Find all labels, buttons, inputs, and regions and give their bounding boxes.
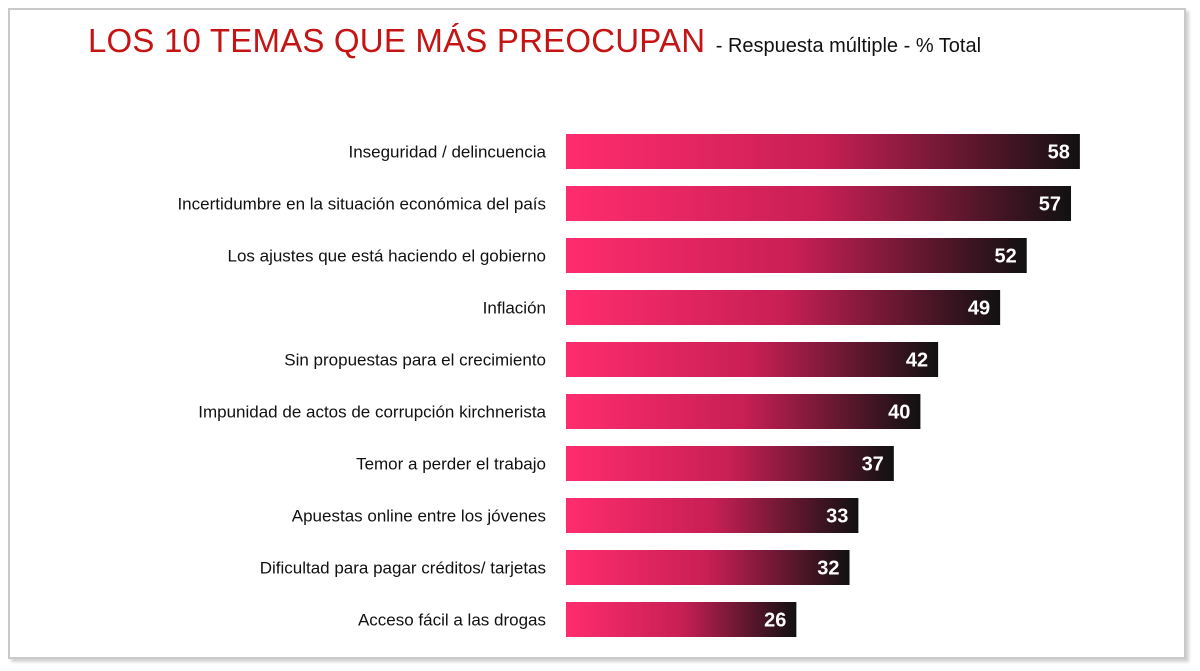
data-label: 26	[764, 610, 786, 632]
category-label: Dificultad para pagar créditos/ tarjetas	[260, 559, 546, 578]
category-label: Impunidad de actos de corrupción kirchne…	[198, 403, 546, 422]
category-label: Incertidumbre en la situación económica …	[177, 195, 546, 214]
data-label: 58	[1048, 142, 1070, 164]
category-label: Inflación	[483, 299, 546, 318]
category-label: Inseguridad / delincuencia	[348, 143, 546, 162]
chart-title: LOS 10 TEMAS QUE MÁS PREOCUPAN	[88, 22, 706, 59]
data-label: 33	[826, 506, 848, 528]
bar-7	[566, 446, 894, 481]
bar-6	[566, 394, 921, 429]
category-label: Temor a perder el trabajo	[356, 455, 546, 474]
data-label: 37	[862, 454, 884, 476]
data-label: 42	[906, 350, 928, 372]
bar-1	[566, 134, 1080, 169]
chart-title-row: LOS 10 TEMAS QUE MÁS PREOCUPAN - Respues…	[88, 22, 981, 60]
data-label: 57	[1039, 194, 1061, 216]
category-label: Acceso fácil a las drogas	[358, 611, 546, 630]
bar-4	[566, 290, 1001, 325]
bar-9	[566, 550, 850, 585]
chart-subtitle: - Respuesta múltiple - % Total	[715, 35, 982, 57]
category-label: Los ajustes que está haciendo el gobiern…	[227, 247, 546, 266]
bar-5	[566, 342, 939, 377]
data-label: 52	[994, 246, 1016, 268]
bar-2	[566, 186, 1072, 221]
category-label: Apuestas online entre los jóvenes	[292, 507, 546, 526]
bars-group: Inseguridad / delincuencia 58 Incertidumbr…	[177, 134, 1080, 637]
data-label: 40	[888, 402, 910, 424]
bar-3	[566, 238, 1027, 273]
category-label: Sin propuestas para el crecimiento	[284, 351, 546, 370]
data-label: 49	[968, 298, 990, 320]
bar-10	[566, 602, 797, 637]
bar-8	[566, 498, 859, 533]
data-label: 32	[817, 558, 839, 580]
